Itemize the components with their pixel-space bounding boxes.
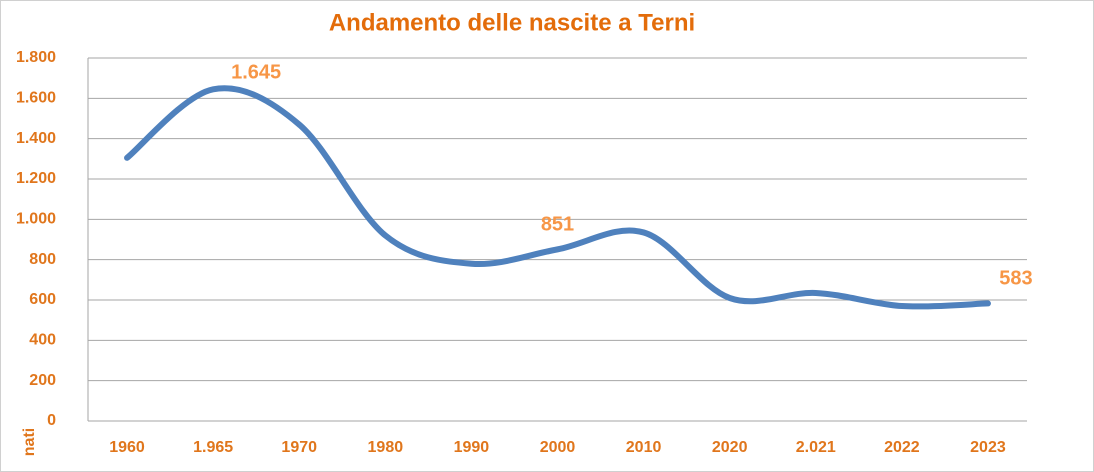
y-tick-label: 0 [47, 412, 56, 429]
data-label: 1.645 [231, 62, 281, 84]
y-tick-label: 1.000 [16, 211, 56, 228]
x-tick-label: 1990 [454, 439, 490, 456]
data-label: 583 [999, 268, 1032, 290]
x-tick-label: 1.965 [193, 439, 233, 456]
x-tick-label: 1970 [281, 439, 317, 456]
y-tick-label: 600 [29, 291, 56, 308]
x-tick-label: 2010 [626, 439, 662, 456]
x-tick-label: 2000 [540, 439, 576, 456]
data-label: 851 [541, 214, 574, 236]
x-tick-label: 1980 [368, 439, 404, 456]
y-tick-label: 1.600 [16, 90, 56, 107]
y-tick-label: 400 [29, 332, 56, 349]
y-axis-label: nati [21, 428, 38, 456]
x-tick-label: 2.021 [796, 439, 836, 456]
y-tick-label: 1.400 [16, 130, 56, 147]
line [124, 85, 991, 310]
y-tick-label: 1.800 [16, 49, 56, 66]
y-tick-label: 1.200 [16, 170, 56, 187]
x-tick-label: 2020 [712, 439, 748, 456]
x-tick-label: 2022 [884, 439, 920, 456]
y-tick-label: 800 [29, 251, 56, 268]
y-tick-label: 200 [29, 372, 56, 389]
chart-title: Andamento delle nascite a Terni [329, 9, 695, 36]
x-tick-label: 1960 [109, 439, 145, 456]
x-tick-label: 2023 [970, 439, 1006, 456]
